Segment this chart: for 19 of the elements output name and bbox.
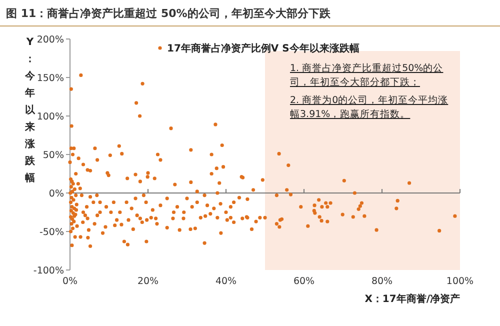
- y-tick-label: 100%: [36, 111, 64, 122]
- x-tick-label: 100%: [446, 276, 474, 287]
- x-tick-label: 0%: [62, 276, 78, 287]
- y-tick-label: 200%: [36, 34, 64, 46]
- chart-title: 图 11：商誉占净资产比重超过 50%的公司，年初至今大部分下跌: [6, 7, 332, 20]
- text: Y：今年以来涨跌幅: [25, 37, 35, 184]
- y-tick-label: 150%: [36, 72, 64, 84]
- y-tick-label: 0%: [48, 188, 64, 200]
- annotation: 2. 商誉为0的公司，年初至今平均涨幅3.91%，跑赢所有指数。: [290, 94, 450, 122]
- x-tick-label: 80%: [371, 276, 393, 287]
- x-tick-label: 60%: [293, 276, 315, 287]
- x-axis-title: X：17年商誉/净资产: [364, 293, 460, 305]
- annotation: 1. 商誉占净资产比重超过50%的公司，年初至今大部分都下跌；: [290, 62, 444, 90]
- y-tick-label: -100%: [33, 265, 64, 276]
- legend-label: 17年商誉占净资产比例V S今年以来涨跌幅: [167, 42, 360, 54]
- x-tick-label: 20%: [137, 276, 159, 287]
- y-tick-label: 50%: [42, 150, 64, 161]
- y-tick-label: -50%: [39, 226, 64, 238]
- x-tick-label: 40%: [215, 276, 237, 287]
